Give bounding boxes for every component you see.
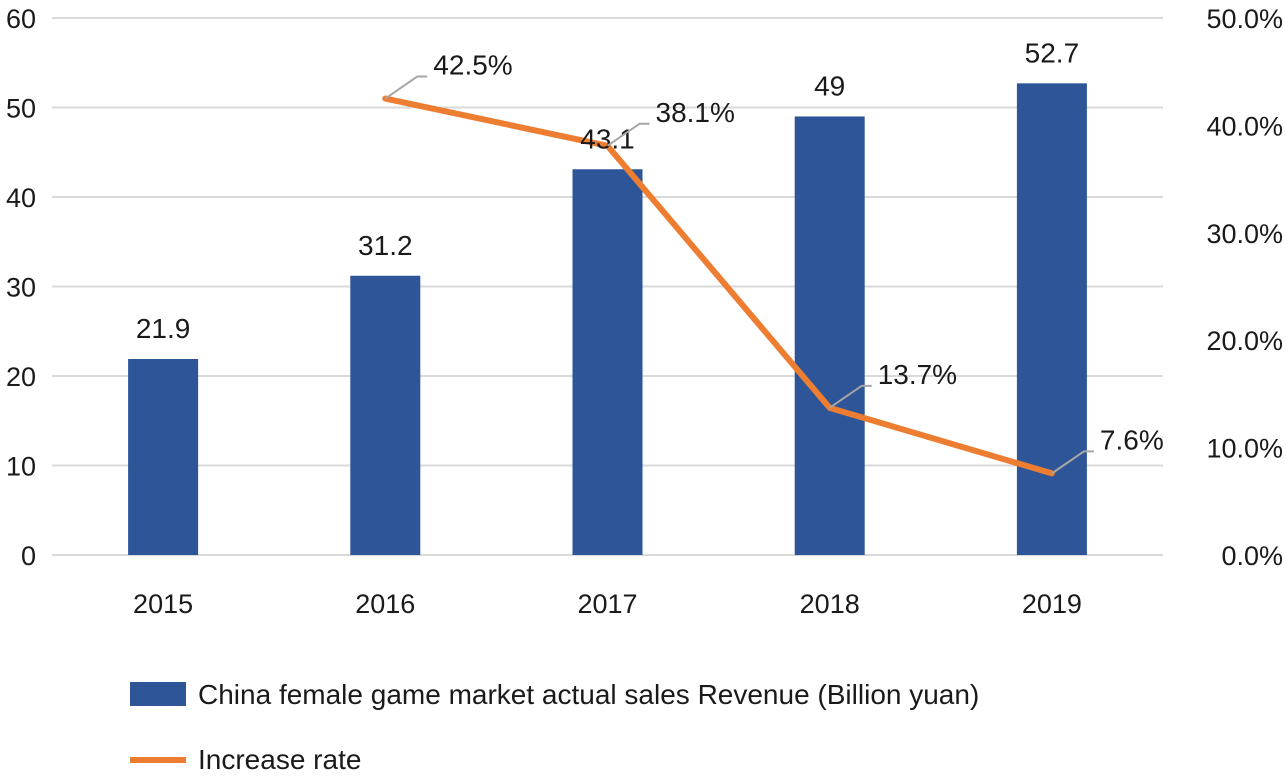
bar	[350, 275, 421, 555]
line-value-label: 42.5%	[433, 50, 512, 81]
left-axis-tick-label: 30	[6, 273, 36, 303]
right-axis-tick-label: 40.0%	[1206, 111, 1283, 141]
line-series	[382, 95, 1055, 477]
right-axis-tick-label: 50.0%	[1206, 4, 1283, 34]
data-labels: 21.9 31.2 43.1 49 52.7 42.5% 38.1% 13.7% 7.6%	[136, 37, 1164, 475]
x-axis-tick-label: 2016	[355, 589, 415, 619]
left-axis-tick-label: 10	[6, 452, 36, 482]
leader-line	[1051, 450, 1094, 475]
left-axis-tick-label: 60	[6, 4, 36, 34]
axes: 0 10 20 30 40 50 60 0.0% 10.0% 20.0% 30.0% 40.0% 50.…	[6, 4, 1283, 619]
leader-line	[384, 75, 428, 100]
left-axis-tick-label: 40	[6, 183, 36, 213]
bar-value-label: 21.9	[136, 313, 191, 344]
leader-line	[606, 122, 650, 147]
bar-value-label: 43.1	[580, 123, 635, 154]
bar	[572, 169, 643, 555]
line-value-label: 13.7%	[878, 359, 957, 390]
bar	[794, 116, 865, 555]
bar-value-label: 49	[814, 70, 845, 101]
right-axis-tick-label: 0.0%	[1221, 541, 1283, 571]
bar-value-label: 31.2	[358, 230, 413, 261]
increase-rate-line	[382, 95, 1055, 477]
legend: China female game market actual sales Re…	[130, 679, 979, 775]
left-axis-tick-label: 50	[6, 94, 36, 124]
line-value-label: 38.1%	[656, 97, 735, 128]
right-axis-tick-label: 30.0%	[1206, 219, 1283, 249]
x-axis-tick-label: 2015	[133, 589, 193, 619]
line-value-label: 7.6%	[1100, 424, 1164, 455]
x-axis-tick-label: 2017	[577, 589, 637, 619]
legend-line-label: Increase rate	[198, 744, 361, 775]
x-axis-tick-label: 2018	[800, 589, 860, 619]
bar	[128, 358, 199, 555]
leader-line	[829, 384, 872, 409]
bar-series	[128, 83, 1087, 556]
left-axis-tick-label: 0	[21, 541, 36, 571]
legend-bar-label: China female game market actual sales Re…	[198, 679, 979, 710]
x-axis-tick-label: 2019	[1022, 589, 1082, 619]
right-axis-tick-label: 20.0%	[1206, 326, 1283, 356]
bar	[1016, 83, 1087, 556]
left-axis-tick-label: 20	[6, 362, 36, 392]
right-axis-tick-label: 10.0%	[1206, 434, 1283, 464]
bar-value-label: 52.7	[1025, 37, 1080, 68]
legend-bar-swatch	[130, 682, 186, 706]
